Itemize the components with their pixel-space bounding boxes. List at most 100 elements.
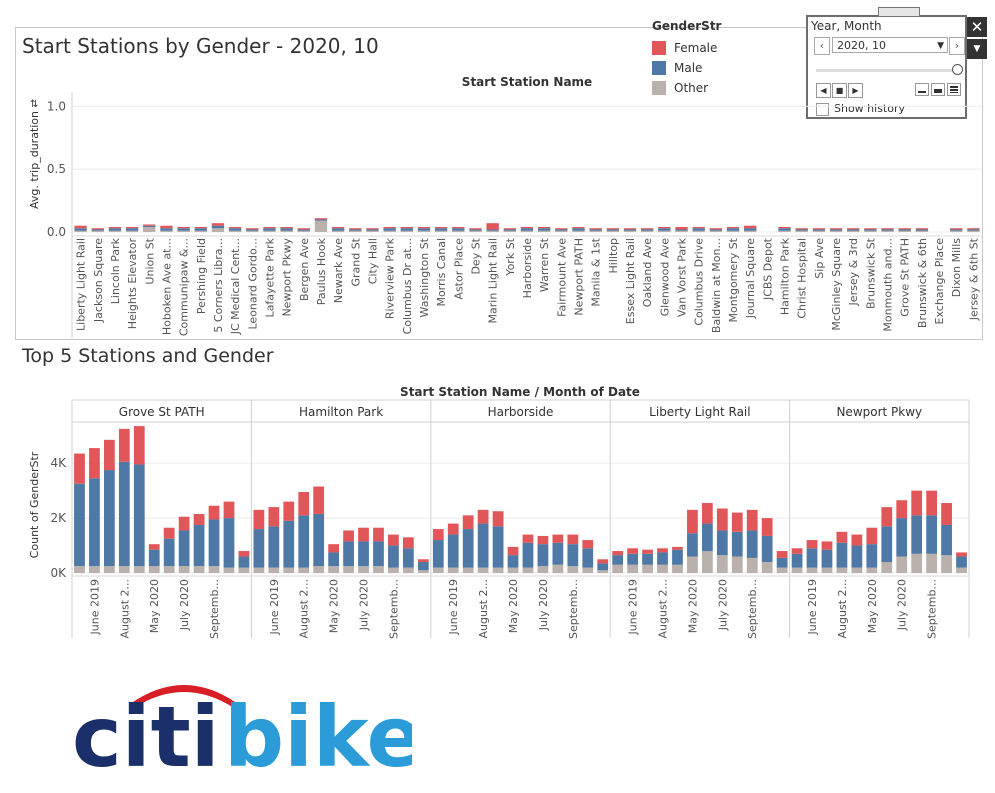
top-bar-male [795, 229, 808, 231]
bottom-bar-other [298, 567, 310, 573]
bottom-bar-female [313, 486, 325, 514]
bottom-bar-other [133, 566, 145, 573]
top-x-tick-label: Leonard Gordo... [246, 238, 259, 330]
top-x-tick-label: Columbus Dr at... [401, 238, 414, 334]
top-bar-male [520, 228, 534, 231]
top-bar-female [331, 226, 345, 229]
bottom-bar-other [941, 555, 952, 573]
bottom-bar-male [926, 515, 938, 554]
bottom-bar-female [388, 534, 399, 546]
step-back-button[interactable]: ◀ [816, 83, 831, 98]
filter-slider-thumb[interactable] [952, 64, 963, 75]
legend-item-male[interactable]: Male [652, 58, 721, 78]
legend-item-other[interactable]: Other [652, 78, 721, 98]
bottom-bar-female [866, 527, 878, 545]
bottom-bar-female [881, 507, 893, 527]
bottom-bar-female [941, 502, 952, 525]
bottom-y-axis-label: Count of GenderStr [28, 451, 41, 558]
bottom-bar-female [447, 523, 459, 535]
year-month-filter: Year, Month ✕ ▼ ‹ 2020, 10 ▼ › ◀ ■ ▶ Sho… [806, 7, 987, 119]
bottom-bar-female [223, 501, 235, 519]
bottom-bar-male [836, 542, 848, 568]
bottom-bar-female [687, 509, 698, 534]
top-bar-female [967, 228, 980, 230]
top-bar-male [263, 228, 276, 231]
top-bar-male [864, 229, 877, 231]
bottom-x-tick-label: Septemb... [746, 579, 759, 639]
legend-title: GenderStr [652, 19, 722, 33]
speed-fast-icon[interactable] [947, 83, 961, 96]
top-bar-female [263, 226, 276, 229]
top-bar-female [847, 228, 860, 230]
play-button[interactable]: ▶ [848, 83, 863, 98]
top-bar-male [383, 228, 396, 231]
bottom-bar-male [522, 542, 534, 568]
top-bar-female [950, 228, 963, 230]
bottom-bar-male [761, 535, 773, 563]
top-bar-other [314, 220, 328, 232]
close-icon[interactable]: ✕ [967, 17, 987, 37]
show-history-checkbox[interactable] [816, 103, 829, 116]
bottom-bar-male [612, 555, 624, 565]
top-bar-male [108, 228, 122, 231]
bottom-bar-male [402, 548, 414, 568]
filter-drag-handle[interactable] [878, 7, 920, 17]
bottom-bar-other [537, 566, 549, 573]
bottom-bar-female [178, 516, 190, 531]
top-y-tick-label: 0.0 [47, 225, 66, 239]
top-bar-male [692, 228, 705, 231]
top-bar-other [383, 230, 396, 232]
top-y-tick-label: 0.5 [47, 162, 66, 176]
top-x-tick-label: Essex Light Rail [624, 238, 637, 324]
top-bar-other [520, 230, 534, 232]
filter-slider-track[interactable] [816, 69, 956, 72]
top-bar-female [280, 226, 293, 229]
bottom-bar-male [881, 526, 893, 563]
bottom-bar-male [462, 529, 474, 568]
bottom-bar-male [133, 464, 145, 567]
top-bar-other [812, 230, 826, 232]
speed-medium-icon[interactable] [931, 83, 945, 96]
top-x-tick-label: Liberty Light Rail [75, 238, 88, 331]
top-x-tick-label: York St [504, 237, 517, 276]
next-button[interactable]: › [949, 37, 965, 55]
panel-header-label: Hamilton Park [299, 405, 383, 419]
year-month-select[interactable]: 2020, 10 ▼ [832, 37, 948, 53]
bottom-x-tick-label: Septemb... [567, 579, 580, 639]
top-bar-other [829, 230, 843, 232]
bottom-bar-male [358, 541, 369, 567]
top-bar-female [537, 226, 551, 229]
bottom-bar-other [776, 567, 788, 573]
bottom-bar-female [612, 551, 624, 556]
top-bar-male [297, 229, 310, 231]
top-bar-other [915, 230, 929, 232]
top-bar-female [795, 228, 808, 230]
bottom-bar-female [268, 507, 280, 527]
speed-slow-icon[interactable] [915, 83, 929, 96]
top-bar-other [143, 226, 156, 232]
top-bar-other [486, 230, 499, 232]
bottom-bar-female [731, 512, 743, 532]
bottom-bar-female [148, 544, 160, 550]
top-bar-other [263, 230, 276, 232]
top-bar-male [606, 229, 620, 231]
top-bar-other [572, 230, 585, 232]
bottom-bar-other [74, 566, 85, 573]
stop-button[interactable]: ■ [832, 83, 847, 98]
bottom-bar-other [821, 567, 833, 573]
top-bar-female [108, 226, 122, 229]
bottom-x-tick-label: July 2020 [896, 579, 909, 631]
bottom-x-tick-label: Septemb... [387, 579, 400, 639]
dropdown-menu-icon[interactable]: ▼ [967, 39, 987, 59]
bottom-bar-other [642, 564, 653, 573]
bottom-bar-female [163, 527, 175, 539]
top-bar-male [967, 229, 980, 231]
legend-swatch-male [652, 61, 666, 75]
legend-item-female[interactable]: Female [652, 38, 721, 58]
bottom-bar-female [926, 490, 938, 516]
bottom-bar-female [74, 453, 85, 484]
bottom-bar-other [492, 567, 504, 573]
bottom-bar-other [552, 564, 564, 573]
top-bar-other [349, 230, 362, 232]
previous-button[interactable]: ‹ [814, 37, 830, 55]
